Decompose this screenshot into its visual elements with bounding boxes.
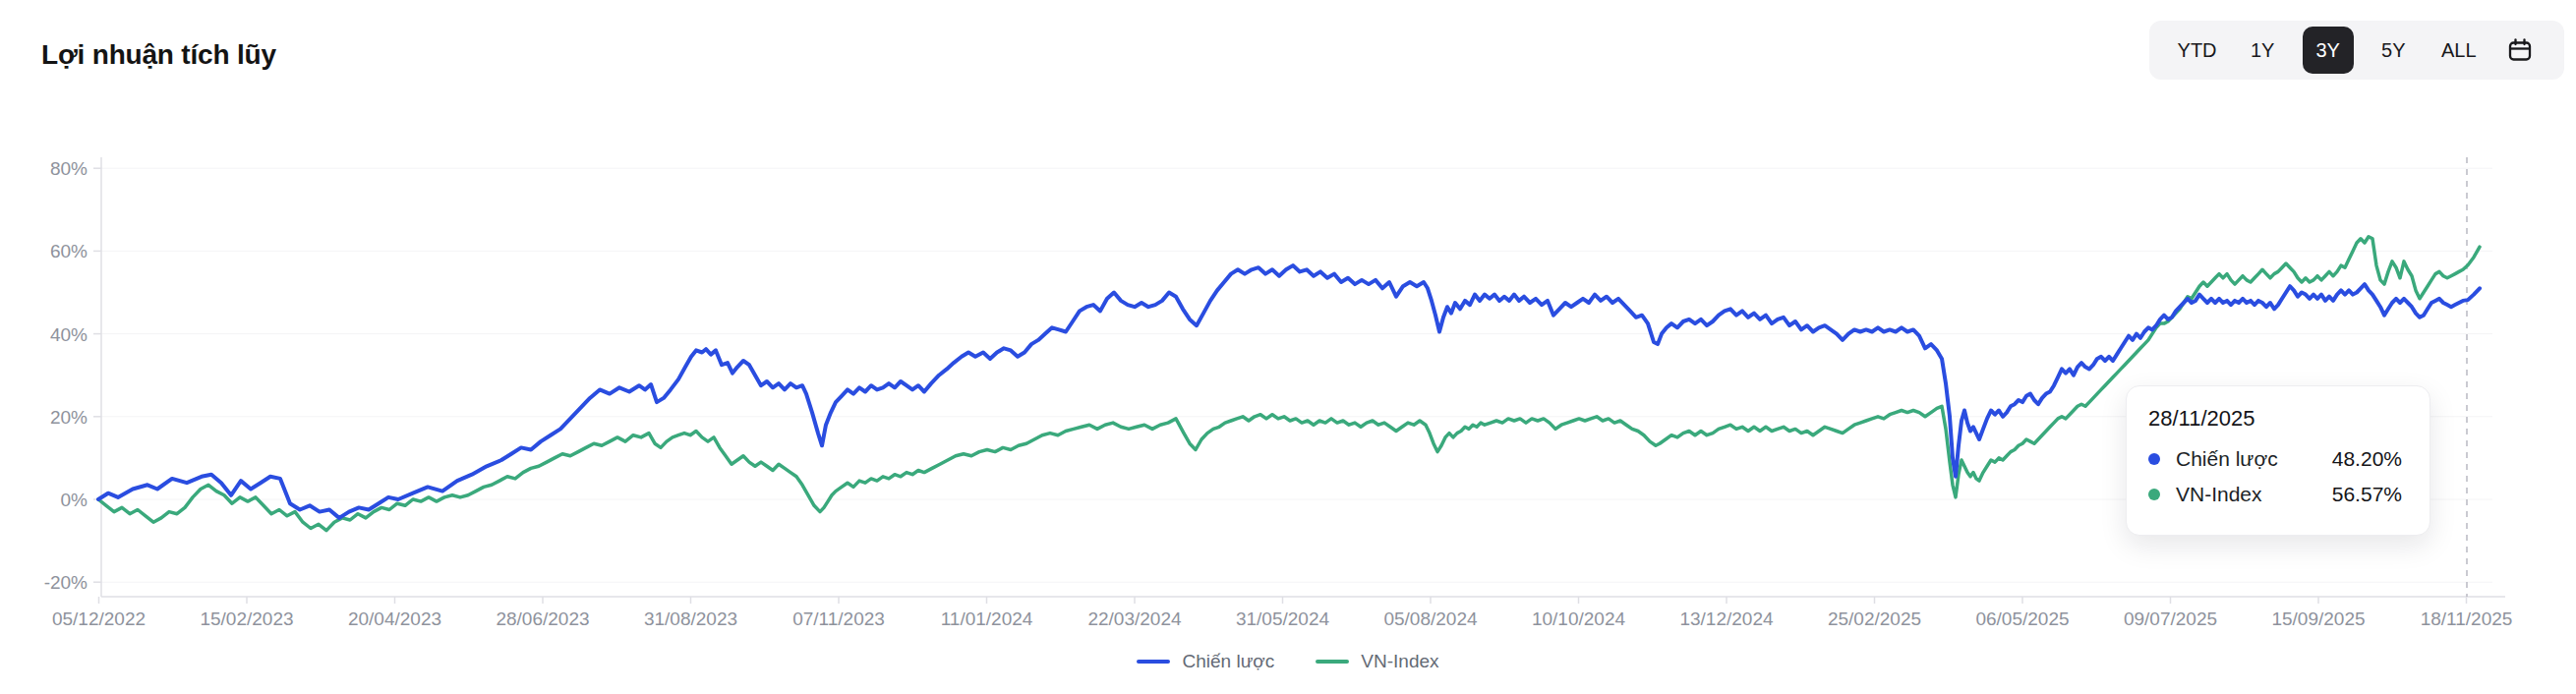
x-axis-tick-label: 05/12/2022 (52, 608, 146, 629)
tooltip-label: VN-Index (2176, 483, 2262, 506)
x-axis-tick-label: 15/09/2025 (2271, 608, 2365, 629)
strategy-dot-icon (2148, 453, 2160, 465)
y-axis-tick-label: -20% (44, 572, 88, 593)
legend-item-vnindex[interactable]: VN-Index (1316, 651, 1438, 672)
chart-canvas[interactable]: 80% 60% 40% 20% 0% -20% 05/12/2022 15/02/2023 2… (0, 0, 2576, 694)
x-axis-tick-label: 20/04/2023 (348, 608, 441, 629)
y-axis-tick-label: 40% (50, 324, 88, 345)
tooltip-value: 48.20% (2332, 447, 2402, 471)
y-axis-labels: 80% 60% 40% 20% 0% -20% (44, 158, 88, 593)
tooltip-date: 28/11/2025 (2148, 406, 2402, 432)
x-axis-tick-label: 18/11/2025 (2421, 608, 2513, 629)
x-axis-tick-label: 05/08/2024 (1383, 608, 1478, 629)
series-lines (98, 237, 2480, 531)
legend-item-strategy[interactable]: Chiến lược (1137, 651, 1274, 672)
y-axis-tick-label: 80% (50, 158, 88, 179)
strategy-line-swatch-icon (1137, 660, 1170, 664)
chart-tooltip: 28/11/2025 Chiến lược 48.20% VN-Index 56… (2126, 385, 2430, 536)
vnindex-dot-icon (2148, 489, 2160, 500)
tooltip-row-strategy: Chiến lược 48.20% (2148, 447, 2402, 471)
y-axis-tick-label: 20% (50, 407, 88, 428)
y-axis-tick-label: 60% (50, 241, 88, 261)
x-axis-tick-label: 07/11/2023 (792, 608, 885, 629)
series-line-vn-index (98, 237, 2480, 531)
legend-label: VN-Index (1361, 651, 1438, 672)
tooltip-row-vnindex: VN-Index 56.57% (2148, 483, 2402, 506)
tooltip-label: Chiến lược (2176, 447, 2278, 471)
x-axis-tick-label: 28/06/2023 (496, 608, 589, 629)
x-axis-tick-label: 22/03/2024 (1087, 608, 1182, 629)
x-axis-tick-label: 31/05/2024 (1236, 608, 1330, 629)
tooltip-value: 56.57% (2332, 483, 2402, 506)
chart-legend: Chiến lược VN-Index (0, 647, 2576, 676)
x-axis-tick-label: 13/12/2024 (1679, 608, 1774, 629)
series-line-chien-luoc (98, 265, 2480, 518)
x-axis-tick-label: 10/10/2024 (1532, 608, 1626, 629)
vnindex-line-swatch-icon (1316, 660, 1349, 664)
x-axis-tick-label: 31/08/2023 (644, 608, 737, 629)
x-axis-tick-label: 25/02/2025 (1828, 608, 1921, 629)
axes (93, 157, 2505, 604)
x-axis-tick-label: 06/05/2025 (1975, 608, 2069, 629)
x-axis-labels: 05/12/2022 15/02/2023 20/04/2023 28/06/2023… (52, 608, 2512, 629)
legend-label: Chiến lược (1182, 651, 1274, 672)
x-axis-tick-label: 15/02/2023 (200, 608, 293, 629)
x-axis-tick-label: 09/07/2025 (2124, 608, 2217, 629)
y-axis-tick-label: 0% (61, 490, 88, 510)
x-axis-tick-label: 11/01/2024 (941, 608, 1033, 629)
